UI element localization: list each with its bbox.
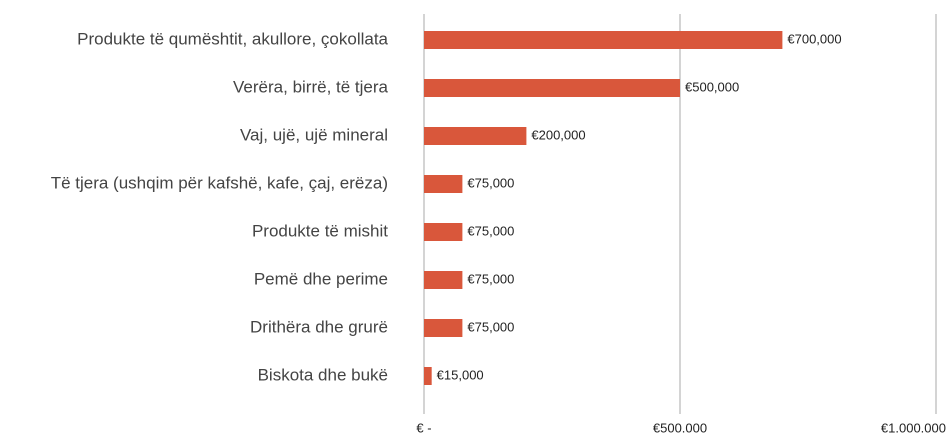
- y-tick-label: Drithëra dhe grurë: [250, 317, 388, 336]
- x-tick-label: €1.000.000: [881, 420, 946, 435]
- bar: [424, 223, 463, 241]
- data-label: €75,000: [467, 223, 514, 238]
- y-tick-label: Pemë dhe perime: [254, 269, 388, 288]
- y-tick-label: Vaj, ujë, ujë mineral: [240, 125, 388, 144]
- bar: [424, 31, 783, 49]
- y-tick-label: Biskota dhe bukë: [258, 365, 388, 384]
- bar: [424, 79, 680, 97]
- data-label: €500,000: [685, 79, 739, 94]
- x-tick-label: € -: [416, 420, 431, 435]
- data-label: €75,000: [467, 175, 514, 190]
- y-tick-label: Produkte të mishit: [252, 221, 388, 240]
- data-label: €700,000: [787, 31, 841, 46]
- data-label: €75,000: [467, 319, 514, 334]
- y-tick-label: Verëra, birrë, të tjera: [233, 77, 389, 96]
- bar: [424, 175, 463, 193]
- bar: [424, 127, 527, 145]
- data-label: €75,000: [467, 271, 514, 286]
- bar: [424, 367, 432, 385]
- x-tick-label: €500.000: [653, 420, 707, 435]
- data-label: €200,000: [531, 127, 585, 142]
- data-label: €15,000: [437, 367, 484, 382]
- y-tick-label: Të tjera (ushqim për kafshë, kafe, çaj, …: [51, 173, 388, 192]
- bar: [424, 319, 463, 337]
- y-tick-label: Produkte të qumështit, akullore, çokolla…: [77, 29, 388, 48]
- bar: [424, 271, 463, 289]
